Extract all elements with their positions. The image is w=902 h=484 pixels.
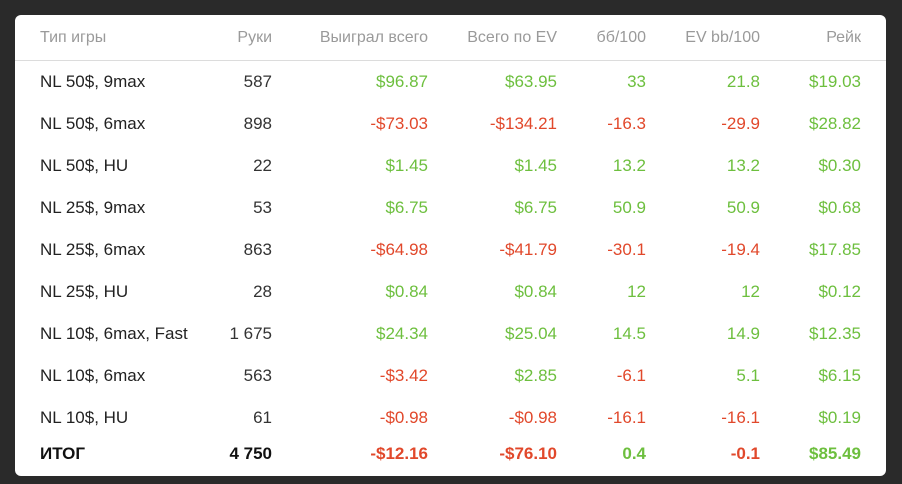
cell-game-type: ИТОГ — [40, 444, 86, 463]
cell-hands: 22 — [253, 156, 272, 175]
cell-ev-bb100: -16.1 — [721, 408, 760, 427]
cell-ev-total: -$41.79 — [499, 240, 557, 259]
table-row[interactable]: NL 25$, 6max 863 -$64.98 -$41.79 -30.1 -19.4 $… — [15, 229, 886, 271]
cell-ev-bb100: -29.9 — [721, 114, 760, 133]
cell-game-type: NL 25$, 9max — [40, 198, 146, 217]
table-row[interactable]: NL 25$, 9max 53 $6.75 $6.75 50.9 50.9 $0.68 — [15, 187, 886, 229]
cell-rake: $85.49 — [809, 444, 861, 463]
cell-ev-total: $6.75 — [514, 198, 557, 217]
cell-bb100: 12 — [627, 282, 646, 301]
cell-won-total: $0.84 — [385, 282, 428, 301]
cell-rake: $0.12 — [818, 282, 861, 301]
cell-bb100: -16.1 — [607, 408, 646, 427]
cell-game-type: NL 50$, 6max — [40, 114, 146, 133]
cell-ev-bb100: 5.1 — [736, 366, 760, 385]
cell-ev-bb100: -0.1 — [730, 444, 760, 463]
table-total-row[interactable]: ИТОГ 4 750 -$12.16 -$76.10 0.4 -0.1 $85.49 — [15, 433, 886, 475]
header-bb100[interactable]: бб/100 — [596, 28, 646, 46]
cell-ev-bb100: 12 — [741, 282, 760, 301]
cell-bb100: 50.9 — [612, 198, 646, 217]
header-rake[interactable]: Рейк — [826, 28, 861, 46]
table-row[interactable]: NL 50$, 9max 587 $96.87 $63.95 33 21.8 $19.03 — [15, 61, 886, 103]
cell-won-total: -$3.42 — [379, 366, 428, 385]
cell-ev-total: $2.85 — [514, 366, 557, 385]
table-row[interactable]: NL 50$, HU 22 $1.45 $1.45 13.2 13.2 $0.30 — [15, 145, 886, 187]
cell-ev-bb100: 13.2 — [726, 156, 760, 175]
cell-hands: 898 — [243, 114, 272, 133]
cell-rake: $28.82 — [809, 114, 861, 133]
cell-rake: $0.68 — [818, 198, 861, 217]
cell-rake: $17.85 — [809, 240, 861, 259]
cell-won-total: $6.75 — [385, 198, 428, 217]
cell-bb100: 13.2 — [612, 156, 646, 175]
cell-hands: 587 — [243, 72, 272, 91]
cell-won-total: -$73.03 — [370, 114, 428, 133]
cell-ev-bb100: 50.9 — [726, 198, 760, 217]
cell-won-total: -$0.98 — [379, 408, 428, 427]
cell-won-total: -$64.98 — [370, 240, 428, 259]
cell-hands: 61 — [253, 408, 272, 427]
cell-hands: 53 — [253, 198, 272, 217]
table-row[interactable]: NL 10$, HU 61 -$0.98 -$0.98 -16.1 -16.1 $0.19 — [15, 397, 886, 439]
cell-bb100: 33 — [627, 72, 646, 91]
cell-won-total: $1.45 — [385, 156, 428, 175]
cell-game-type: NL 25$, 6max — [40, 240, 146, 259]
cell-bb100: 14.5 — [612, 324, 646, 343]
cell-hands: 28 — [253, 282, 272, 301]
cell-rake: $19.03 — [809, 72, 861, 91]
cell-hands: 863 — [243, 240, 272, 259]
cell-rake: $0.30 — [818, 156, 861, 175]
cell-game-type: NL 50$, 9max — [40, 72, 146, 91]
cell-ev-total: $0.84 — [514, 282, 557, 301]
cell-hands: 1 675 — [229, 324, 272, 343]
cell-won-total: -$12.16 — [370, 444, 428, 463]
cell-game-type: NL 25$, HU — [40, 282, 129, 301]
stats-table-card: Тип игры Руки Выиграл всего Всего по EV … — [15, 15, 886, 476]
cell-bb100: -16.3 — [607, 114, 646, 133]
cell-bb100: -30.1 — [607, 240, 646, 259]
cell-won-total: $96.87 — [376, 72, 428, 91]
cell-bb100: -6.1 — [616, 366, 646, 385]
header-ev-total[interactable]: Всего по EV — [467, 28, 557, 46]
table-row[interactable]: NL 10$, 6max 563 -$3.42 $2.85 -6.1 5.1 $6.15 — [15, 355, 886, 397]
cell-ev-total: $1.45 — [514, 156, 557, 175]
cell-rake: $12.35 — [809, 324, 861, 343]
cell-ev-bb100: -19.4 — [721, 240, 760, 259]
cell-ev-bb100: 14.9 — [726, 324, 760, 343]
table-row[interactable]: NL 10$, 6max, Fast 1 675 $24.34 $25.04 14.5 1… — [15, 313, 886, 355]
cell-game-type: NL 10$, HU — [40, 408, 129, 427]
header-ev-bb100[interactable]: EV bb/100 — [685, 28, 760, 46]
cell-ev-bb100: 21.8 — [726, 72, 760, 91]
cell-rake: $0.19 — [818, 408, 861, 427]
cell-game-type: NL 50$, HU — [40, 156, 129, 175]
cell-hands: 4 750 — [229, 444, 272, 463]
cell-game-type: NL 10$, 6max, Fast — [40, 324, 188, 343]
header-won-total[interactable]: Выиграл всего — [319, 28, 428, 46]
cell-ev-total: $63.95 — [505, 72, 557, 91]
cell-rake: $6.15 — [818, 366, 861, 385]
cell-bb100: 0.4 — [622, 444, 646, 463]
header-game-type[interactable]: Тип игры — [40, 28, 107, 46]
table-row[interactable]: NL 25$, HU 28 $0.84 $0.84 12 12 $0.12 — [15, 271, 886, 313]
table-row[interactable]: NL 50$, 6max 898 -$73.03 -$134.21 -16.3 -29.9… — [15, 103, 886, 145]
cell-ev-total: -$0.98 — [508, 408, 557, 427]
table-header-row: Тип игры Руки Выиграл всего Всего по EV … — [15, 15, 886, 61]
cell-ev-total: -$76.10 — [499, 444, 557, 463]
cell-won-total: $24.34 — [376, 324, 428, 343]
cell-ev-total: -$134.21 — [489, 114, 557, 133]
cell-hands: 563 — [243, 366, 272, 385]
cell-game-type: NL 10$, 6max — [40, 366, 146, 385]
cell-ev-total: $25.04 — [505, 324, 557, 343]
header-hands[interactable]: Руки — [237, 28, 272, 46]
